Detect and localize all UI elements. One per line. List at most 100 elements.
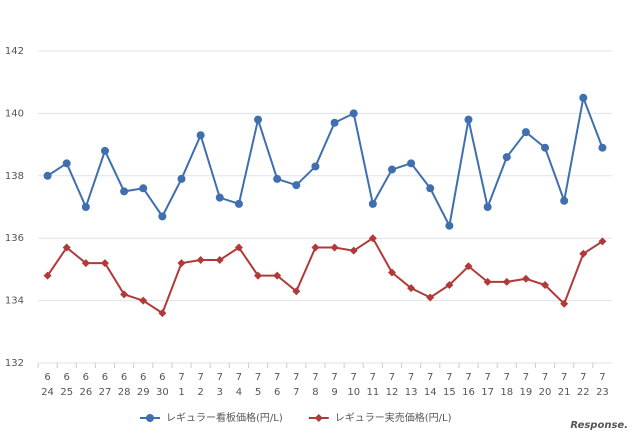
marker bbox=[579, 249, 588, 258]
marker bbox=[139, 296, 148, 305]
x-tick-day: 28 bbox=[118, 387, 131, 398]
x-tick-month: 7 bbox=[197, 372, 203, 383]
marker bbox=[100, 146, 109, 155]
marker bbox=[407, 159, 416, 168]
legend-label: レギュラー実売価格(円/L) bbox=[335, 411, 452, 424]
marker bbox=[234, 243, 243, 252]
x-tick-day: 18 bbox=[500, 387, 513, 398]
x-tick-day: 29 bbox=[137, 387, 150, 398]
y-tick-label: 138 bbox=[5, 171, 24, 182]
marker bbox=[62, 159, 71, 168]
x-tick-month: 6 bbox=[83, 372, 89, 383]
marker bbox=[598, 143, 607, 152]
x-tick-month: 6 bbox=[159, 372, 165, 383]
x-tick-day: 11 bbox=[366, 387, 379, 398]
watermark: Response. bbox=[570, 420, 628, 431]
marker bbox=[215, 193, 224, 202]
marker bbox=[407, 284, 416, 293]
x-tick-month: 7 bbox=[542, 372, 548, 383]
marker bbox=[120, 290, 129, 299]
x-tick-day: 9 bbox=[331, 387, 337, 398]
marker bbox=[560, 196, 569, 205]
marker bbox=[139, 184, 148, 193]
marker bbox=[292, 181, 301, 190]
marker bbox=[502, 277, 511, 286]
x-tick-month: 7 bbox=[523, 372, 529, 383]
legend-label: レギュラー看板価格(円/L) bbox=[166, 411, 283, 424]
marker bbox=[177, 259, 186, 268]
x-tick-month: 7 bbox=[599, 372, 605, 383]
marker bbox=[254, 271, 263, 280]
y-tick-label: 140 bbox=[5, 108, 24, 119]
marker bbox=[426, 293, 435, 302]
marker bbox=[292, 287, 301, 296]
marker bbox=[387, 165, 396, 174]
x-tick-month: 7 bbox=[446, 372, 452, 383]
x-tick-month: 7 bbox=[274, 372, 280, 383]
x-tick-day: 4 bbox=[236, 387, 242, 398]
marker bbox=[158, 309, 167, 318]
x-tick-month: 7 bbox=[427, 372, 433, 383]
marker bbox=[541, 143, 550, 152]
marker bbox=[273, 174, 282, 183]
marker bbox=[368, 199, 377, 208]
marker bbox=[598, 237, 607, 246]
marker bbox=[43, 271, 52, 280]
x-tick-day: 5 bbox=[255, 387, 261, 398]
x-tick-day: 22 bbox=[577, 387, 590, 398]
marker bbox=[330, 243, 339, 252]
marker bbox=[100, 259, 109, 268]
marker bbox=[254, 115, 263, 124]
marker bbox=[426, 184, 435, 193]
x-tick-day: 2 bbox=[197, 387, 203, 398]
x-tick-month: 7 bbox=[408, 372, 414, 383]
x-tick-month: 7 bbox=[293, 372, 299, 383]
x-tick-month: 6 bbox=[121, 372, 127, 383]
x-tick-month: 7 bbox=[236, 372, 242, 383]
marker bbox=[146, 414, 154, 422]
x-tick-day: 26 bbox=[79, 387, 92, 398]
x-tick-month: 7 bbox=[255, 372, 261, 383]
marker bbox=[560, 299, 569, 308]
marker bbox=[196, 256, 205, 265]
marker bbox=[120, 187, 129, 196]
marker bbox=[445, 221, 454, 230]
marker bbox=[387, 268, 396, 277]
marker bbox=[349, 109, 358, 118]
y-tick-label: 134 bbox=[5, 296, 24, 307]
x-tick-day: 30 bbox=[156, 387, 169, 398]
marker bbox=[215, 256, 224, 265]
x-tick-month: 7 bbox=[389, 372, 395, 383]
marker bbox=[311, 162, 320, 171]
x-tick-month: 7 bbox=[370, 372, 376, 383]
x-tick-day: 24 bbox=[41, 387, 54, 398]
marker bbox=[368, 234, 377, 243]
x-tick-day: 23 bbox=[596, 387, 609, 398]
x-tick-month: 7 bbox=[484, 372, 490, 383]
x-tick-day: 6 bbox=[274, 387, 280, 398]
marker bbox=[273, 271, 282, 280]
x-tick-day: 17 bbox=[481, 387, 494, 398]
marker bbox=[81, 259, 90, 268]
marker bbox=[502, 153, 511, 162]
x-tick-day: 14 bbox=[424, 387, 437, 398]
marker bbox=[234, 199, 243, 208]
marker bbox=[483, 277, 492, 286]
marker bbox=[81, 203, 90, 211]
y-tick-label: 132 bbox=[5, 358, 24, 369]
marker bbox=[349, 246, 358, 255]
x-tick-day: 12 bbox=[386, 387, 399, 398]
marker bbox=[177, 174, 186, 183]
x-tick-month: 7 bbox=[465, 372, 471, 383]
x-tick-month: 7 bbox=[504, 372, 510, 383]
marker bbox=[311, 243, 320, 252]
marker bbox=[314, 414, 323, 422]
y-tick-label: 142 bbox=[5, 46, 24, 57]
series-line bbox=[46, 236, 603, 315]
x-tick-day: 21 bbox=[558, 387, 571, 398]
x-tick-month: 6 bbox=[44, 372, 50, 383]
x-tick-month: 7 bbox=[351, 372, 357, 383]
x-tick-day: 20 bbox=[539, 387, 552, 398]
x-tick-month: 6 bbox=[102, 372, 108, 383]
